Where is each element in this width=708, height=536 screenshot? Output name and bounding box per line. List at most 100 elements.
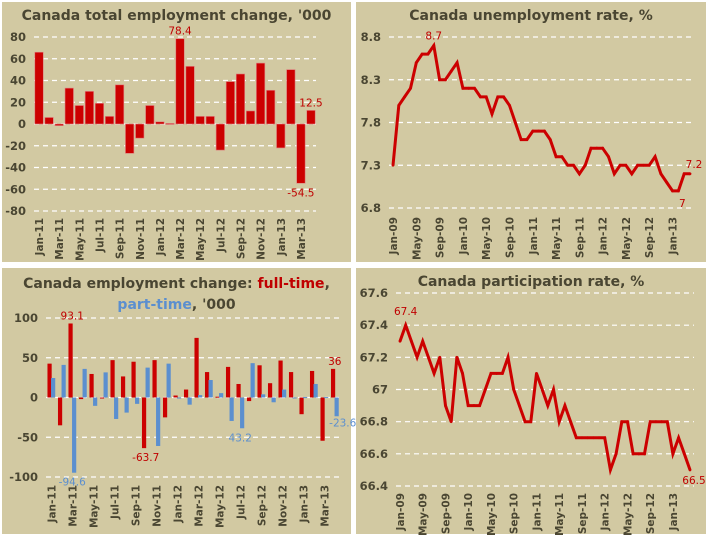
- data-point: [455, 61, 459, 65]
- data-point: [624, 163, 628, 167]
- chart-title: Canada employment change: full-time, par…: [2, 274, 351, 316]
- data-point: [455, 355, 459, 359]
- x-tick-label: Sep-12: [645, 493, 657, 534]
- data-label: 78.4: [168, 26, 192, 38]
- bar: [145, 105, 155, 125]
- data-point: [563, 404, 567, 407]
- y-tick-label: 66.8: [360, 415, 388, 429]
- bar: [64, 87, 74, 125]
- data-label: 8.7: [425, 31, 442, 43]
- data-point: [478, 404, 482, 407]
- x-tick-label: May-12: [621, 217, 633, 260]
- bar-part-time: [177, 397, 182, 399]
- y-tick-label: 0: [30, 391, 38, 405]
- data-point: [461, 86, 465, 90]
- y-tick-label: 8.3: [361, 73, 381, 87]
- bar-part-time: [72, 397, 77, 473]
- title-full-time: full-time: [257, 276, 325, 292]
- bar-full-time: [152, 360, 157, 398]
- data-point: [409, 339, 413, 343]
- bar-full-time: [278, 360, 283, 398]
- x-tick-label: May-12: [622, 493, 634, 536]
- bar-full-time: [236, 383, 241, 398]
- x-tick-label: Jul-11: [109, 485, 121, 520]
- x-tick-label: May-10: [481, 217, 493, 260]
- data-point: [483, 388, 487, 391]
- bar-part-time: [229, 397, 234, 421]
- data-point: [659, 172, 663, 176]
- x-tick-label: Jul-12: [235, 485, 247, 520]
- data-label: 67.4: [394, 306, 418, 318]
- data-point: [467, 86, 471, 90]
- data-point: [643, 452, 646, 456]
- data-point: [636, 163, 639, 167]
- bar: [286, 69, 296, 125]
- x-tick-label: Mar-13: [319, 485, 331, 527]
- data-label: 66.5: [682, 475, 705, 487]
- data-point: [427, 355, 430, 359]
- data-point: [512, 388, 516, 391]
- y-tick-label: 60: [10, 52, 26, 66]
- data-label: 93.1: [61, 310, 84, 322]
- bar-part-time: [124, 397, 129, 413]
- bar: [256, 62, 266, 125]
- data-point: [614, 452, 618, 456]
- x-tick-label: Jan-12: [598, 217, 610, 255]
- panel-total-employment: Canada total employment change, '000 80 6…: [2, 2, 351, 262]
- data-point: [618, 163, 622, 167]
- bar: [276, 123, 286, 149]
- data-point: [607, 155, 610, 159]
- title-part-time: part-time: [117, 297, 192, 313]
- bar: [215, 123, 225, 151]
- participation-rate-chart: 67.6 67.4 67.2 67 66.8 66.6 66.4 67.4 66.5 Jan-09…: [360, 286, 706, 536]
- x-tick-label: May-09: [418, 493, 430, 536]
- data-point: [529, 420, 533, 424]
- bar: [175, 38, 185, 125]
- bar: [306, 110, 316, 125]
- bar-full-time: [99, 397, 105, 399]
- data-point: [572, 163, 575, 167]
- data-label: 43.2: [229, 432, 252, 444]
- unemployment-rate-chart: 8.8 8.3 7.8 7.3 6.8 8.7 7 7.2 Jan-09 May-09 Sep-09…: [361, 30, 703, 260]
- data-point: [583, 163, 587, 167]
- x-tick-label: May-11: [88, 485, 100, 528]
- data-point: [438, 78, 441, 82]
- y-tick-label: 6.8: [361, 201, 381, 215]
- data-point: [577, 172, 581, 176]
- data-point: [391, 163, 395, 167]
- y-tick-label: 67.6: [360, 286, 388, 300]
- y-tick-label: 67: [372, 383, 388, 397]
- bar: [44, 117, 54, 125]
- bar-part-time: [282, 389, 287, 398]
- data-label: -23.6: [329, 417, 356, 429]
- x-tick-label: Jan-11: [46, 485, 58, 523]
- x-tick-label: Jul-12: [215, 218, 227, 253]
- data-point: [688, 468, 692, 472]
- data-point: [626, 420, 629, 424]
- chart-title: Canada total employment change, '000: [21, 8, 332, 24]
- bar-full-time: [299, 397, 304, 415]
- x-tick-label: May-12: [195, 218, 207, 261]
- bar-full-time: [204, 372, 210, 398]
- x-tick-label: Jan-12: [155, 218, 167, 256]
- data-point: [506, 355, 510, 359]
- bar: [185, 66, 195, 125]
- bar-full-time: [120, 376, 126, 398]
- data-point: [461, 372, 464, 375]
- bar-full-time: [89, 373, 94, 398]
- bar-part-time: [187, 397, 192, 405]
- bar-part-time: [208, 380, 213, 398]
- data-point: [630, 172, 634, 176]
- x-tick-label: Jan-10: [458, 217, 470, 255]
- data-point: [397, 104, 401, 107]
- data-point: [595, 146, 599, 150]
- data-point: [620, 420, 624, 424]
- y-tick-label: 80: [10, 30, 26, 44]
- data-point: [449, 420, 453, 424]
- bar-part-time: [334, 397, 339, 417]
- data-point: [612, 172, 616, 176]
- y-tick-label: 7.8: [361, 116, 381, 130]
- data-point: [444, 78, 447, 82]
- data-point: [591, 436, 595, 440]
- data-point: [415, 355, 419, 359]
